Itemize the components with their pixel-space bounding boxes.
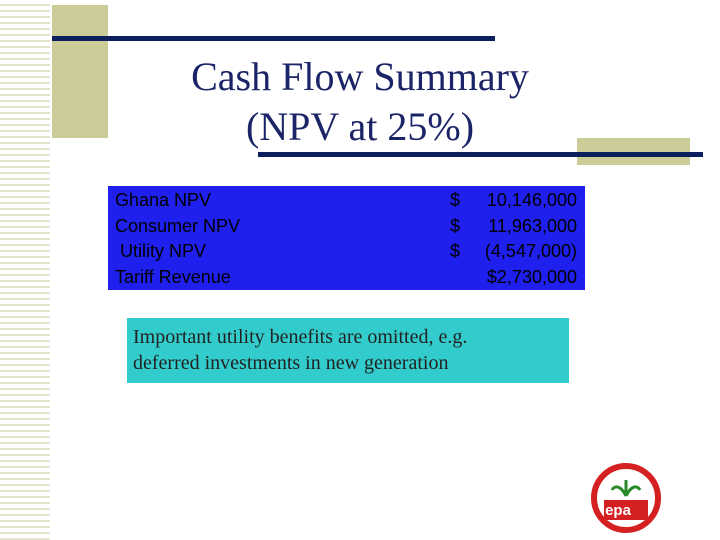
row-currency: $ [450,215,461,236]
table-row: Tariff Revenue $2,730,000 [108,265,585,290]
side-stripes [0,0,50,540]
row-amount: 11,963,000 [488,215,577,236]
note-line: deferred investments in new generation [133,352,449,374]
logo-band [604,500,648,520]
table-row: Ghana NPV $10,146,000 [108,188,585,213]
title-line: Cash Flow Summary [191,54,529,99]
row-currency: $ [450,190,461,210]
row-currency: $ [450,241,461,261]
decor-line [258,152,703,157]
note-box: Important utility benefits are omitted, … [127,318,569,383]
row-label: Utility NPV [120,241,207,261]
logo-ring [591,463,661,533]
title-line: (NPV at 25%) [245,104,475,149]
logo-text: epa [605,502,632,519]
decor-square [52,5,108,138]
row-amount: $2,730,000 [486,266,577,287]
decor-line [52,36,495,41]
npv-table: Ghana NPV $10,146,000 Consumer NPV $11,963,… [108,186,585,290]
table-row: Consumer NPV $11,963,000 [108,214,585,239]
row-label: Consumer NPV [115,215,241,236]
row-amount: 10,146,000 [486,190,577,210]
row-label: Tariff Revenue [115,266,231,287]
note-line: Important utility benefits are omitted, … [133,326,468,348]
logo-plant [610,480,642,497]
table-row: Utility NPV $ (4,547,000) [108,239,585,264]
logo: epa [591,463,661,533]
decor-square [577,138,690,165]
row-label: Ghana NPV [115,190,212,210]
row-amount: (4,547,000) [484,241,577,261]
